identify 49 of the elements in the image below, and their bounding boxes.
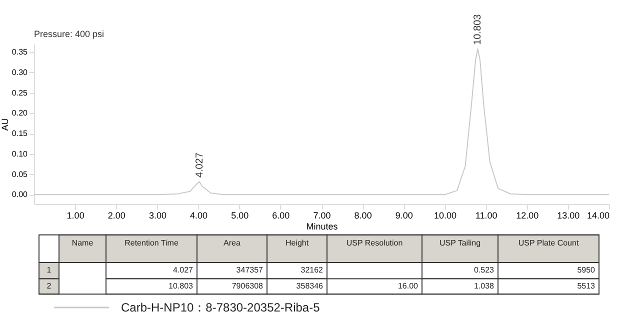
text: 10.803 [168, 281, 194, 290]
text: Height [285, 238, 310, 248]
text: 0.523 [474, 266, 495, 275]
x-tick-label: 14.00 [586, 210, 610, 220]
x-tick-label: 3.00 [148, 210, 166, 220]
y-tick-label: 0.30 [12, 68, 28, 77]
text: 1.038 [474, 281, 495, 290]
x-axis-title: Minutes [306, 222, 338, 232]
text: Area [224, 238, 241, 248]
text: 4.027 [172, 266, 194, 275]
text: 32162 [300, 266, 324, 275]
text: 16.00 [398, 281, 419, 290]
text: 5513 [577, 281, 596, 290]
text: Pressure: 400 psi [34, 29, 104, 39]
y-tick-label: 0.10 [12, 149, 28, 158]
text: 347357 [236, 266, 264, 275]
x-tick-label: 12.00 [516, 210, 539, 220]
text: USP Tailing [439, 238, 481, 248]
text: 2 [46, 281, 52, 290]
text: 358346 [296, 281, 324, 290]
x-tick-label: 2.00 [108, 210, 126, 220]
text: USP Plate Count [518, 238, 580, 248]
x-tick-label: 6.00 [272, 210, 290, 220]
x-tick-label: 1.00 [66, 210, 84, 220]
legend-label: Carb-H-NP10：8-7830-20352-Riba-5 [121, 300, 320, 314]
annotation: 4.027 [194, 152, 206, 178]
annotation: 10.803 [472, 14, 484, 45]
x-tick-label: 7.00 [313, 210, 331, 220]
x-tick-label: 5.00 [231, 210, 249, 220]
x-tick-label: 8.00 [354, 210, 372, 220]
line-series [34, 48, 610, 196]
text: 1 [46, 266, 52, 275]
y-tick-label: 0.35 [12, 48, 28, 57]
y-tick-label: 0.00 [12, 190, 28, 200]
y-tick-label: 0.25 [12, 88, 28, 98]
y-tick-label: 0.05 [12, 170, 28, 179]
text: USP Resolution [346, 238, 403, 248]
y-tick-label: 0.15 [12, 129, 28, 138]
y-axis-title: AU [0, 118, 10, 131]
text: 7906308 [232, 281, 264, 290]
x-tick-label: 10.00 [434, 210, 456, 220]
x-tick-label: 9.00 [395, 210, 413, 220]
text: Retention Time [124, 238, 179, 248]
text: Name [72, 238, 94, 248]
y-tick-label: 0.20 [12, 108, 28, 118]
x-tick-label: 13.00 [557, 210, 580, 220]
text: 5950 [577, 266, 596, 275]
x-tick-label: 11.00 [475, 210, 498, 220]
x-tick-label: 4.00 [190, 210, 208, 220]
